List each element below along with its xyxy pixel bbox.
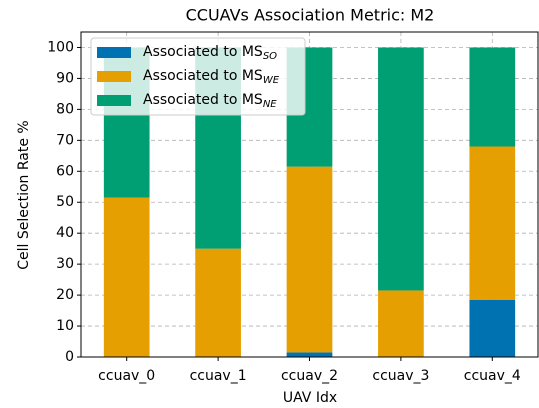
legend-subscript: WE: [263, 75, 280, 86]
y-tick-label: 60: [56, 163, 74, 179]
plot-frame: [80, 31, 539, 358]
bar-segment: [469, 47, 516, 147]
x-tick-label: ccuav_3: [372, 368, 429, 384]
legend-name: Associated to MS: [143, 44, 263, 60]
y-tick-label: 80: [56, 101, 74, 117]
y-tick-label: 70: [56, 132, 74, 148]
legend-name: Associated to MS: [143, 92, 263, 108]
bar-segment: [195, 248, 241, 357]
x-tick-label: ccuav_1: [190, 368, 247, 384]
y-tick-label: 40: [56, 225, 74, 241]
bar-segment: [286, 352, 333, 357]
x-tick-label: ccuav_0: [98, 368, 155, 384]
bar-segment: [286, 166, 333, 353]
y-tick-label: 50: [56, 194, 74, 210]
bar-segment: [469, 299, 516, 357]
y-tick-label: 90: [56, 70, 74, 86]
legend-name: Associated to MS: [143, 68, 263, 84]
bar-segment: [469, 146, 516, 300]
y-axis-label: Cell Selection Rate %: [16, 120, 32, 269]
legend-label: Associated to MSWE: [143, 68, 280, 86]
legend-label: Associated to MSNE: [143, 92, 277, 110]
x-axis-label: UAV Idx: [283, 390, 337, 406]
bar-segment: [378, 47, 424, 291]
bar-segment: [378, 290, 424, 357]
y-tick-label: 10: [56, 318, 74, 334]
x-tick-label: ccuav_4: [464, 368, 521, 384]
legend-swatch: [97, 47, 131, 58]
legend-swatch: [97, 71, 131, 82]
legend-label: Associated to MSSO: [143, 44, 277, 62]
chart-title: CCUAVs Association Metric: M2: [186, 6, 435, 25]
y-tick-label: 30: [56, 256, 74, 272]
x-tick-label: ccuav_2: [281, 368, 338, 384]
y-tick-label: 0: [65, 349, 74, 365]
bar-segment: [103, 197, 150, 357]
legend-subscript: NE: [263, 99, 277, 110]
legend-subscript: SO: [263, 51, 277, 62]
legend-swatch: [97, 95, 131, 106]
y-tick-label: 20: [56, 287, 74, 303]
legend-box: [90, 37, 306, 116]
y-tick-label: 100: [47, 39, 74, 55]
